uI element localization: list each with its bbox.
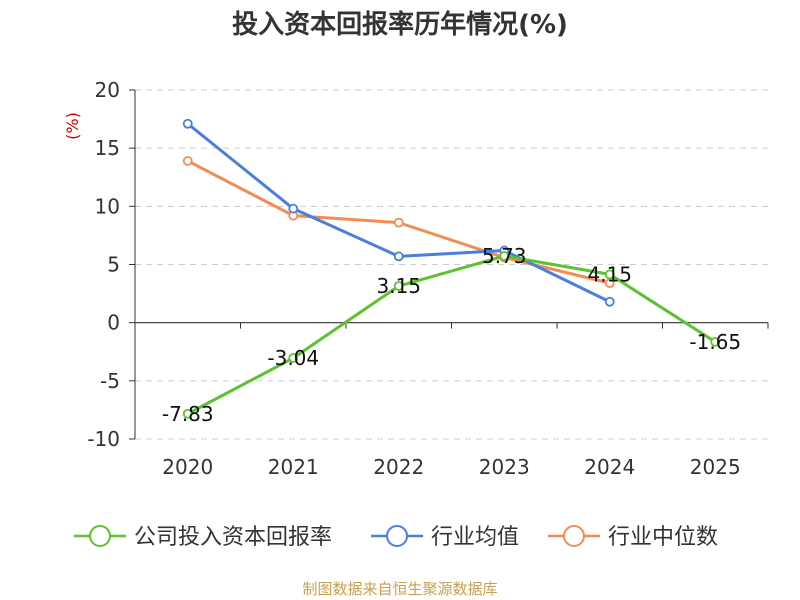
y-tick-label: 20 <box>95 78 120 102</box>
data-point <box>182 408 193 419</box>
legend-label: 行业均值 <box>431 525 519 550</box>
legend-marker <box>563 525 585 547</box>
chart-title: 投入资本回报率历年情况(%) <box>232 10 568 40</box>
data-labels: -7.83 -3.04 3.15 5.73 4.15 -1.65 <box>162 244 741 426</box>
y-tick-label: 10 <box>95 194 120 218</box>
x-tick-label: 2025 <box>690 455 741 479</box>
data-label: -1.65 <box>689 330 741 354</box>
y-tick-label: 15 <box>95 136 120 160</box>
data-label: 3.15 <box>376 274 421 298</box>
y-tick-label: 0 <box>107 311 120 335</box>
data-point <box>182 118 193 129</box>
y-tick-label: -10 <box>87 427 120 451</box>
x-tick-label: 2022 <box>373 455 424 479</box>
data-point <box>393 251 404 262</box>
data-label: 4.15 <box>587 262 632 286</box>
data-point <box>288 353 299 363</box>
x-tick-label: 2024 <box>584 455 635 479</box>
grid-lines <box>135 89 768 440</box>
source-note: 制图数据来自恒生聚源数据库 <box>302 580 498 598</box>
axes: 20 15 10 5 0 -5 -10 (%) 2020 2021 2022 2023 2024 2025 <box>63 78 769 479</box>
legend-marker <box>386 525 408 547</box>
data-point <box>499 251 510 261</box>
x-tick-label: 2020 <box>162 455 213 479</box>
legend-marker <box>89 525 111 547</box>
data-point <box>710 336 721 347</box>
data-label: -3.04 <box>267 346 319 370</box>
x-tick-label: 2021 <box>268 455 319 479</box>
x-tick-label: 2023 <box>479 455 530 479</box>
data-point <box>604 296 615 307</box>
data-point <box>288 203 299 214</box>
y-tick-label: -5 <box>100 369 120 393</box>
y-axis-unit: (%) <box>63 112 82 140</box>
data-point <box>393 281 404 291</box>
legend: 公司投入资本回报率 行业均值 行业中位数 <box>74 525 718 550</box>
data-point <box>393 217 404 228</box>
series-line-0 <box>187 254 717 416</box>
legend-label: 行业中位数 <box>608 525 718 550</box>
y-tick-label: 5 <box>107 253 120 277</box>
data-point <box>604 269 615 280</box>
series-lines <box>182 118 721 419</box>
data-label: -7.83 <box>162 402 214 426</box>
data-label: 5.73 <box>482 244 527 268</box>
data-point <box>182 156 193 166</box>
legend-label: 公司投入资本回报率 <box>134 525 332 550</box>
